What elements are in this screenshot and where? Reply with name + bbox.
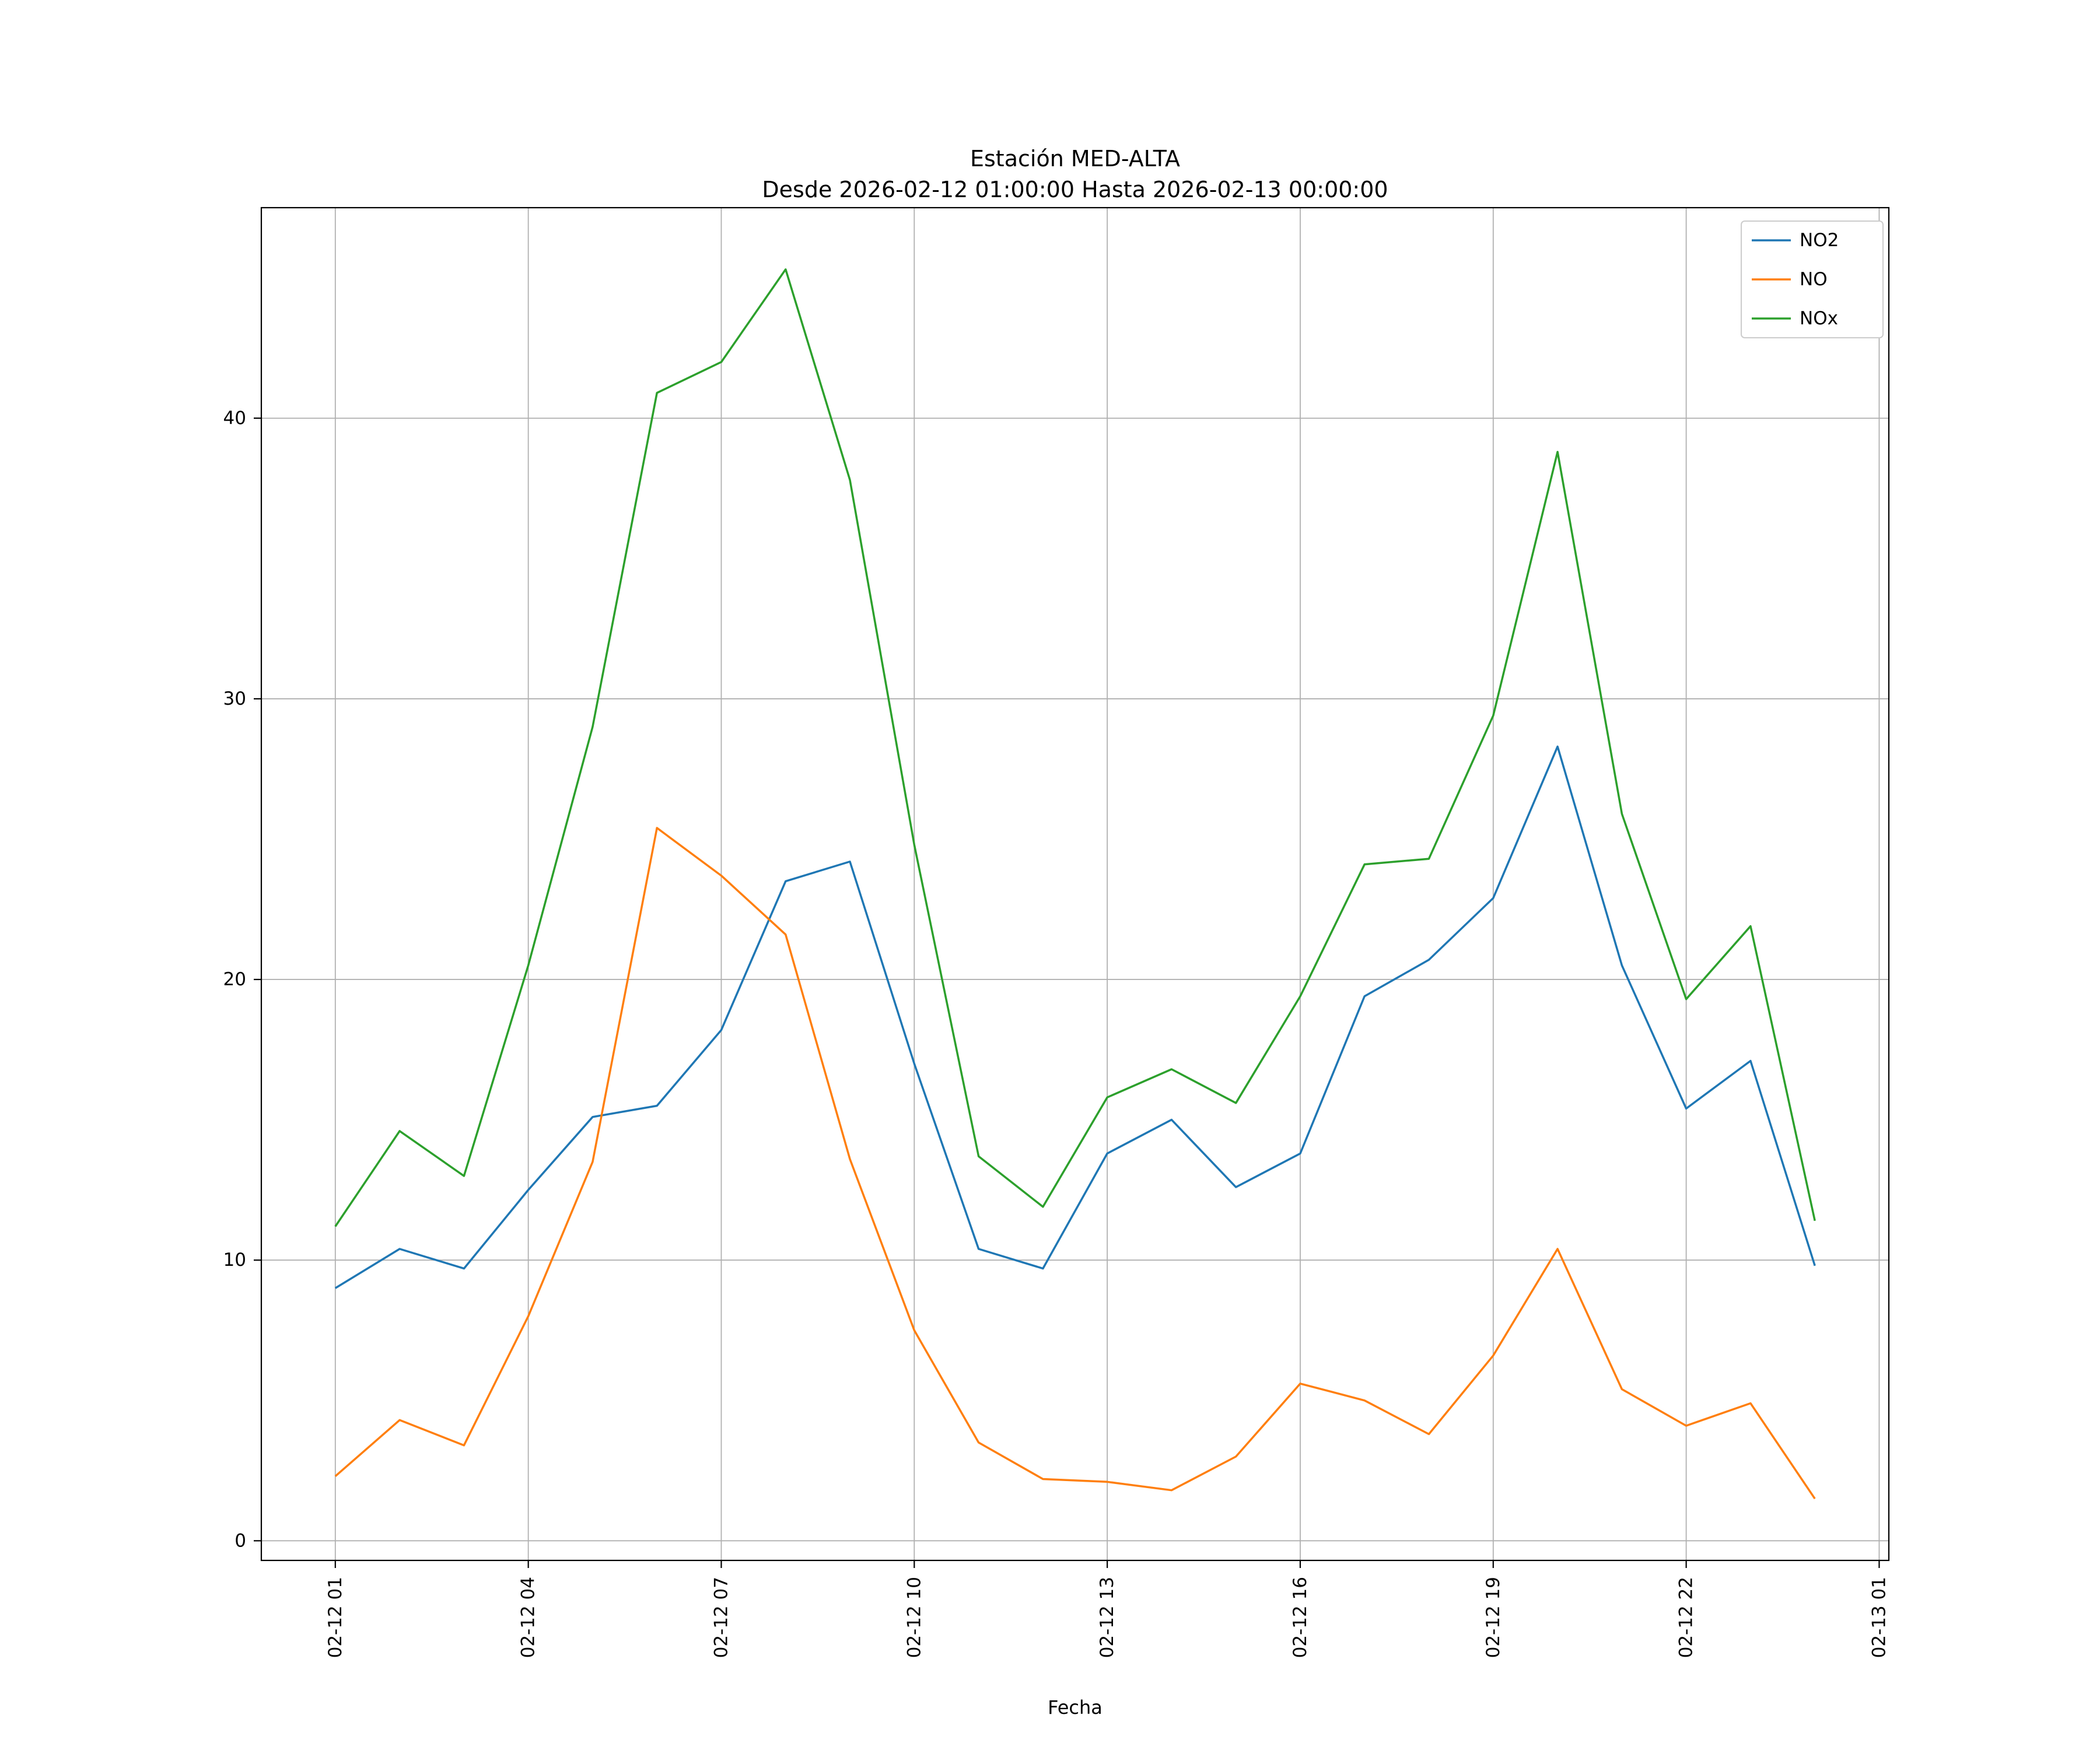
x-tick-label: 02-12 01 [325,1577,346,1658]
series-line-no2 [334,746,1816,1289]
x-tick-label: 02-12 22 [1676,1577,1697,1658]
x-tick-label: 02-12 19 [1483,1577,1504,1658]
axes-frame [260,206,1890,1562]
plot-area: 0 10 20 30 40 02-12 01 02-12 04 02-12 07 02-12 1… [223,206,1890,1658]
y-tick-label: 20 [223,969,246,990]
y-tick-label: 30 [223,688,246,709]
legend: NO2 NO NOx [1741,220,1884,338]
x-tick-label: 02-12 04 [518,1577,539,1658]
x-tick-label: 02-12 16 [1290,1577,1311,1658]
legend-frame [1741,220,1884,338]
x-tick-label: 02-12 13 [1097,1577,1118,1658]
y-tick-label: 40 [223,408,246,429]
series-line-no [334,827,1816,1500]
chart-title-line2: Desde 2026-02-12 01:00:00 Hasta 2026-02-… [762,177,1388,202]
legend-label-nox: NOx [1800,308,1838,329]
x-tick-label: 02-13 01 [1868,1577,1889,1658]
legend-label-no2: NO2 [1800,230,1839,251]
y-tick-label: 10 [223,1250,246,1270]
series-line-nox [334,268,1816,1227]
y-tick-label: 0 [235,1530,246,1551]
x-axis-label: Fecha [1048,1696,1102,1718]
legend-label-no: NO [1800,269,1828,290]
x-tick-label: 02-12 10 [904,1577,925,1658]
x-tick-label: 02-12 07 [710,1577,732,1658]
chart-title-line1: Estación MED-ALTA [970,146,1180,172]
